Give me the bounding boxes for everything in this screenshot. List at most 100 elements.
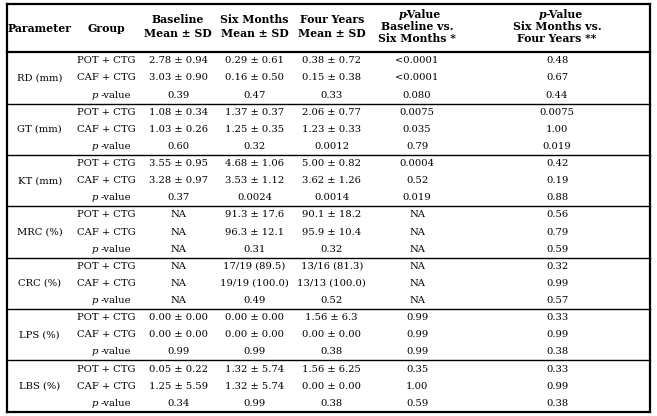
Text: 0.0075: 0.0075 [539,108,575,117]
Text: p: p [92,347,99,357]
Text: 3.53 ± 1.12: 3.53 ± 1.12 [225,176,284,185]
Text: 0.31: 0.31 [243,245,265,254]
Text: -value: -value [101,91,131,99]
Text: 0.88: 0.88 [546,193,568,202]
Text: 1.03 ± 0.26: 1.03 ± 0.26 [148,125,208,134]
Text: 0.38 ± 0.72: 0.38 ± 0.72 [302,56,361,65]
Text: 0.44: 0.44 [546,91,568,99]
Text: 1.32 ± 5.74: 1.32 ± 5.74 [225,364,284,374]
Text: MRC (%): MRC (%) [17,228,62,237]
Text: NA: NA [170,262,186,271]
Text: NA: NA [170,279,186,288]
Text: NA: NA [409,228,425,237]
Text: 0.00 ± 0.00: 0.00 ± 0.00 [148,313,208,322]
Text: POT + CTG: POT + CTG [78,210,136,219]
Text: 0.99: 0.99 [167,347,189,357]
Text: 0.38: 0.38 [321,399,343,408]
Text: 0.34: 0.34 [167,399,189,408]
Text: 0.99: 0.99 [243,399,265,408]
Text: 0.38: 0.38 [546,347,568,357]
Text: 0.99: 0.99 [243,347,265,357]
Text: POT + CTG: POT + CTG [78,159,136,168]
Text: POT + CTG: POT + CTG [78,262,136,271]
Text: POT + CTG: POT + CTG [78,108,136,117]
Text: 0.99: 0.99 [406,330,428,339]
Text: p: p [398,9,406,20]
Text: 0.52: 0.52 [406,176,428,185]
Text: NA: NA [409,245,425,254]
Text: 0.32: 0.32 [546,262,568,271]
Text: Parameter: Parameter [8,23,72,34]
Text: RD (mm): RD (mm) [17,74,62,82]
Text: Baseline: Baseline [152,14,204,25]
Text: 90.1 ± 18.2: 90.1 ± 18.2 [302,210,361,219]
Text: POT + CTG: POT + CTG [78,313,136,322]
Text: -Value: -Value [403,9,440,20]
Text: 3.03 ± 0.90: 3.03 ± 0.90 [148,74,208,82]
Text: 0.035: 0.035 [403,125,432,134]
Text: 0.29 ± 0.61: 0.29 ± 0.61 [225,56,284,65]
Text: NA: NA [409,210,425,219]
Text: 3.55 ± 0.95: 3.55 ± 0.95 [148,159,208,168]
Text: p: p [92,142,99,151]
Text: Four Years: Four Years [300,14,364,25]
Text: -value: -value [101,296,131,305]
Text: -value: -value [101,399,131,408]
Text: NA: NA [409,262,425,271]
Text: CAF + CTG: CAF + CTG [78,330,136,339]
Text: 0.59: 0.59 [546,245,568,254]
Text: 0.15 ± 0.38: 0.15 ± 0.38 [302,74,361,82]
Text: 0.99: 0.99 [406,347,428,357]
Text: 91.3 ± 17.6: 91.3 ± 17.6 [225,210,284,219]
Text: 2.06 ± 0.77: 2.06 ± 0.77 [302,108,361,117]
Text: Group: Group [88,23,125,34]
Text: 0.05 ± 0.22: 0.05 ± 0.22 [148,364,208,374]
Text: 1.37 ± 0.37: 1.37 ± 0.37 [225,108,284,117]
Text: 0.38: 0.38 [321,347,343,357]
Text: 0.33: 0.33 [546,364,568,374]
Text: 19/19 (100.0): 19/19 (100.0) [220,279,289,288]
Text: 0.33: 0.33 [321,91,343,99]
Text: CAF + CTG: CAF + CTG [78,279,136,288]
Text: 1.00: 1.00 [406,381,428,391]
Text: -value: -value [101,142,131,151]
Text: 0.79: 0.79 [406,142,428,151]
Text: CAF + CTG: CAF + CTG [78,74,136,82]
Text: 0.48: 0.48 [546,56,568,65]
Text: 0.59: 0.59 [406,399,428,408]
Text: 0.19: 0.19 [546,176,568,185]
Text: <0.0001: <0.0001 [396,74,439,82]
Text: CAF + CTG: CAF + CTG [78,176,136,185]
Text: 2.78 ± 0.94: 2.78 ± 0.94 [148,56,208,65]
Text: 0.99: 0.99 [406,313,428,322]
Text: LBS (%): LBS (%) [19,381,60,391]
Text: p: p [92,193,99,202]
Text: 0.16 ± 0.50: 0.16 ± 0.50 [225,74,284,82]
Text: CAF + CTG: CAF + CTG [78,381,136,391]
Text: 1.25 ± 5.59: 1.25 ± 5.59 [148,381,208,391]
Text: 0.35: 0.35 [406,364,428,374]
Text: 1.56 ± 6.3: 1.56 ± 6.3 [306,313,358,322]
Text: NA: NA [409,296,425,305]
Text: 3.62 ± 1.26: 3.62 ± 1.26 [302,176,361,185]
Text: Six Months: Six Months [220,14,288,25]
Text: 3.28 ± 0.97: 3.28 ± 0.97 [148,176,208,185]
Text: Six Months vs.: Six Months vs. [512,21,601,32]
Text: Baseline vs.: Baseline vs. [381,21,453,32]
Text: 0.56: 0.56 [546,210,568,219]
Text: 1.08 ± 0.34: 1.08 ± 0.34 [148,108,208,117]
Text: CRC (%): CRC (%) [18,279,61,288]
Text: 13/13 (100.0): 13/13 (100.0) [297,279,366,288]
Text: 17/19 (89.5): 17/19 (89.5) [223,262,286,271]
Text: p: p [92,245,99,254]
Text: 0.39: 0.39 [167,91,189,99]
Text: 1.56 ± 6.25: 1.56 ± 6.25 [302,364,361,374]
Text: 0.0014: 0.0014 [314,193,350,202]
Text: 0.99: 0.99 [546,381,568,391]
Text: -value: -value [101,245,131,254]
Text: NA: NA [170,296,186,305]
Text: 0.57: 0.57 [546,296,568,305]
Text: POT + CTG: POT + CTG [78,56,136,65]
Text: -Value: -Value [545,9,582,20]
Text: 0.00 ± 0.00: 0.00 ± 0.00 [302,381,361,391]
